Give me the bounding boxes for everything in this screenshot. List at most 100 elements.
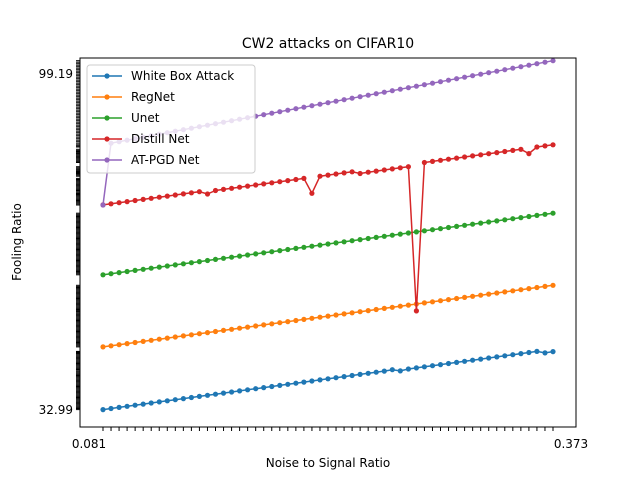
data-point [245, 252, 251, 258]
data-point [277, 248, 283, 254]
series-4 [100, 142, 556, 314]
data-point [502, 217, 508, 223]
data-point [357, 94, 363, 100]
data-point [421, 300, 427, 306]
data-point [486, 151, 492, 157]
x-tick-label: 0.373 [554, 437, 588, 451]
data-point [341, 311, 347, 317]
data-point [172, 334, 178, 340]
data-point [486, 219, 492, 225]
data-point [212, 328, 219, 335]
data-point [397, 231, 403, 237]
data-point [341, 239, 347, 245]
data-point [285, 107, 291, 113]
data-point [454, 76, 460, 82]
data-point [349, 169, 355, 175]
data-point [510, 147, 516, 153]
data-point [108, 271, 114, 277]
data-point [220, 186, 227, 192]
data-point [116, 270, 122, 276]
data-point [494, 290, 500, 296]
data-point [108, 201, 114, 207]
data-point [518, 215, 524, 221]
data-point [204, 392, 211, 398]
data-point [502, 67, 508, 73]
legend-marker [104, 136, 110, 142]
data-point [542, 283, 548, 289]
data-point [237, 325, 243, 331]
data-point [317, 173, 323, 179]
legend-box [86, 64, 256, 174]
legend-label: AT-PGD Net [131, 153, 200, 167]
data-point [333, 171, 339, 177]
data-point [365, 308, 371, 314]
data-point [100, 202, 106, 208]
data-point [317, 242, 323, 248]
data-point [253, 323, 259, 329]
data-point [188, 394, 194, 401]
data-point [172, 397, 178, 403]
data-point [269, 180, 275, 186]
data-point [454, 223, 460, 229]
tick-marks [76, 60, 554, 431]
data-point [164, 335, 170, 341]
data-point [301, 175, 307, 181]
data-point [494, 68, 500, 74]
data-point [277, 382, 283, 388]
data-point [124, 403, 130, 409]
data-point [429, 158, 436, 164]
data-point [445, 77, 452, 83]
data-point [542, 350, 548, 356]
data-point [502, 289, 508, 295]
data-point [349, 372, 355, 379]
data-point [293, 176, 299, 183]
data-point [325, 241, 331, 247]
data-point [357, 237, 363, 243]
data-point [285, 246, 291, 253]
data-point [212, 391, 219, 397]
data-point [502, 148, 508, 155]
data-point [309, 378, 315, 384]
data-point [172, 192, 178, 198]
data-point [237, 253, 243, 259]
data-point [277, 320, 283, 326]
data-point [245, 387, 251, 393]
data-point [180, 261, 186, 267]
data-point [502, 353, 508, 359]
data-point [285, 381, 291, 387]
data-point [325, 100, 331, 106]
data-point [445, 297, 452, 303]
data-point [220, 255, 227, 261]
data-point [494, 150, 500, 156]
data-point [550, 210, 556, 216]
data-point [526, 349, 532, 356]
data-point [534, 212, 540, 218]
data-point [301, 104, 307, 110]
data-point [156, 264, 162, 270]
data-point [389, 232, 395, 238]
data-point [277, 109, 283, 115]
data-point [462, 154, 468, 160]
data-point [204, 330, 211, 336]
data-point [341, 374, 347, 380]
data-point [285, 178, 291, 184]
data-point [534, 144, 540, 150]
data-point [317, 377, 323, 383]
data-point [132, 402, 138, 408]
data-point [229, 389, 235, 395]
data-point [204, 191, 211, 197]
data-point [421, 82, 427, 88]
data-point [437, 226, 444, 232]
plot-frame [79, 57, 577, 428]
data-point [237, 388, 243, 394]
data-point [309, 190, 315, 196]
chart-title: CW2 attacks on CIFAR10 [242, 36, 414, 52]
data-point [245, 183, 251, 189]
data-point [229, 185, 235, 191]
data-point [478, 152, 484, 158]
data-point [100, 272, 106, 278]
data-point [261, 322, 267, 328]
data-point [140, 196, 146, 202]
data-point [301, 379, 307, 385]
data-point [381, 167, 387, 173]
